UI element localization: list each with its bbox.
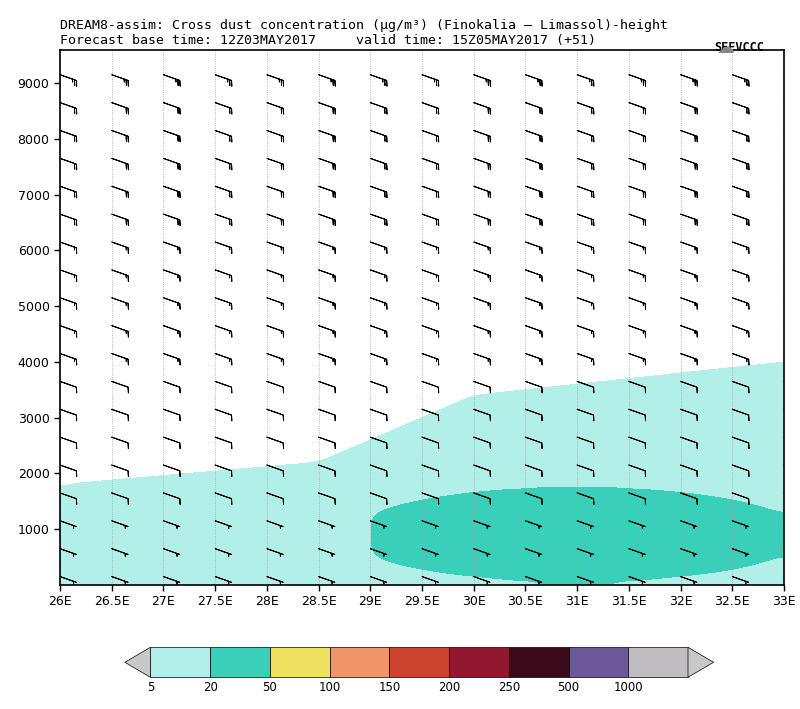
Text: SEEVCCC: SEEVCCC bbox=[714, 41, 764, 54]
Bar bbox=[210, 647, 270, 677]
Bar bbox=[330, 647, 390, 677]
Text: 20: 20 bbox=[202, 681, 218, 694]
Polygon shape bbox=[125, 647, 150, 677]
Bar bbox=[509, 647, 569, 677]
Bar bbox=[150, 647, 210, 677]
Text: 500: 500 bbox=[558, 681, 579, 694]
Polygon shape bbox=[688, 647, 714, 677]
Text: 50: 50 bbox=[262, 681, 278, 694]
Bar bbox=[628, 647, 688, 677]
Text: 250: 250 bbox=[498, 681, 520, 694]
Bar bbox=[270, 647, 330, 677]
Bar bbox=[569, 647, 628, 677]
Text: ☁: ☁ bbox=[716, 39, 734, 57]
Text: 200: 200 bbox=[438, 681, 460, 694]
Bar bbox=[449, 647, 509, 677]
Text: 5: 5 bbox=[146, 681, 154, 694]
Bar bbox=[390, 647, 449, 677]
Text: DREAM8-assim: Cross dust concentration (μg/m³) (Finokalia – Limassol)-height
For: DREAM8-assim: Cross dust concentration (… bbox=[60, 19, 668, 47]
Text: 1000: 1000 bbox=[614, 681, 643, 694]
Text: 150: 150 bbox=[378, 681, 401, 694]
Text: 100: 100 bbox=[318, 681, 341, 694]
